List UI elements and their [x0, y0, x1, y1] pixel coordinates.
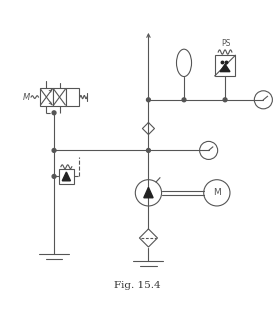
Circle shape [223, 98, 227, 102]
Circle shape [52, 148, 56, 152]
Polygon shape [220, 64, 230, 72]
Bar [40, 88, 53, 106]
Polygon shape [62, 172, 70, 181]
Text: M: M [213, 188, 221, 197]
Text: Fig. 15.4: Fig. 15.4 [114, 281, 161, 290]
Polygon shape [144, 188, 153, 198]
Text: PS: PS [221, 39, 230, 48]
Text: M: M [23, 92, 30, 101]
Circle shape [147, 98, 150, 102]
Bar [59, 169, 74, 184]
Circle shape [182, 98, 186, 102]
Bar [66, 88, 79, 106]
Bar [215, 55, 235, 76]
Circle shape [52, 111, 56, 115]
Circle shape [147, 148, 150, 152]
Bar [53, 88, 66, 106]
Circle shape [52, 174, 56, 178]
